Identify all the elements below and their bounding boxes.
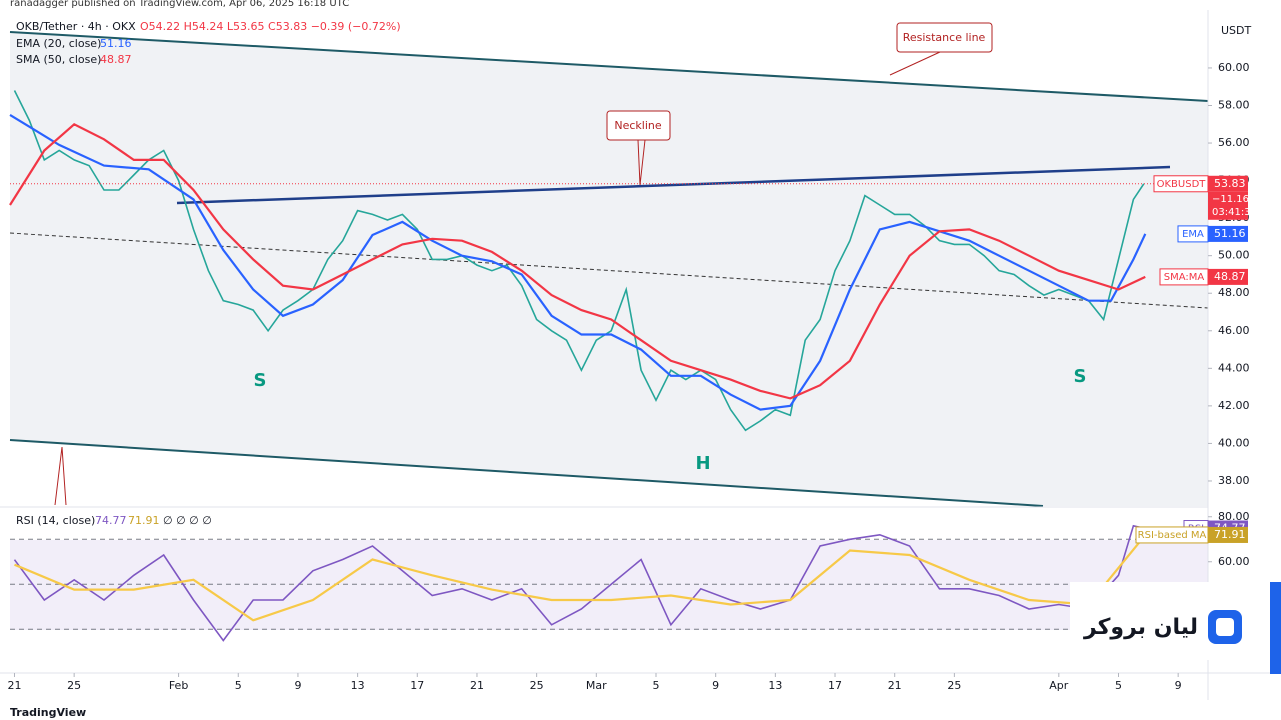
x-tick-label: 17 (828, 679, 842, 692)
countdown: 03:41:37 (1212, 207, 1257, 218)
y-tick-label: 60.00 (1218, 61, 1250, 74)
support-line (9, 439, 1044, 507)
x-tick-label: 5 (1115, 679, 1122, 692)
x-tick-label: 13 (768, 679, 782, 692)
x-tick-label: 21 (7, 679, 21, 692)
price-tag-text: 48.87 (1214, 270, 1246, 283)
x-tick-label: Feb (169, 679, 188, 692)
x-tick-label: 21 (470, 679, 484, 692)
x-tick-label: Mar (586, 679, 607, 692)
price-tag-text: 71.91 (1214, 528, 1246, 541)
x-tick-label: 9 (294, 679, 301, 692)
x-tick-label: 13 (351, 679, 365, 692)
watermark-icon-inner (1216, 618, 1234, 636)
x-tick-label: 25 (530, 679, 544, 692)
callout-pointer (889, 51, 941, 76)
neckline (176, 165, 1171, 205)
callout-box (606, 110, 671, 141)
price-tag-name-text: SMA:MA (1164, 272, 1205, 283)
legend-sma-value: 48.87 (100, 53, 132, 66)
series-line (9, 113, 1147, 411)
price-tag-extra (1208, 191, 1248, 220)
series-line (14, 534, 1147, 622)
series-line (13, 90, 1145, 432)
x-tick-label: 9 (712, 679, 719, 692)
watermark: لیان بروکر (1083, 615, 1198, 640)
y-tick-label: 38.00 (1218, 474, 1250, 487)
y-tick-label: 40.00 (1218, 436, 1250, 449)
callout-box (896, 22, 993, 53)
legend-sma: SMA (50, close) (16, 53, 101, 66)
ohlc: O54.22 H54.24 L53.65 C53.83 −0.39 (−0.72… (140, 20, 401, 33)
x-tick-label: 25 (67, 679, 81, 692)
legend-ema-value: 51.16 (100, 37, 132, 50)
y-tick-label: 60.00 (1218, 555, 1250, 568)
price-tag-name-text: RSI-based MA (1138, 530, 1207, 541)
marks: 38.0040.0042.0044.0046.0048.0050.0052.00… (7, 61, 1258, 692)
arrow (54, 446, 67, 506)
watermark-bar (1270, 582, 1281, 674)
y-tick-label: 58.00 (1218, 98, 1250, 111)
pattern-label: S (254, 370, 267, 391)
price-tag-text: 51.16 (1214, 227, 1246, 240)
pattern-label: H (695, 453, 710, 474)
price-tag (1208, 268, 1248, 285)
price-tag (1208, 175, 1248, 192)
y-tick-label: 56.00 (1218, 136, 1250, 149)
resistance-line (9, 31, 1209, 102)
price-tag-name-text: EMA (1182, 229, 1204, 240)
y-tick-label: 50.00 (1218, 249, 1250, 262)
rsi-band-fill (10, 540, 1208, 630)
channel (10, 32, 1208, 506)
published: ranadagger published on TradingView.com,… (10, 0, 349, 9)
y-tick-label: 48.00 (1218, 286, 1250, 299)
x-tick-label: 5 (652, 679, 659, 692)
annotation: Neckline (614, 119, 661, 132)
y-tick-label: 80.00 (1218, 510, 1250, 523)
annotation: Resistance line (903, 31, 986, 44)
legend-rsi-value: 74.77 (95, 514, 127, 527)
x-tick-label: 21 (888, 679, 902, 692)
x-tick-label: 9 (1175, 679, 1182, 692)
legend-rsi-ma-value: 71.91 (128, 514, 160, 527)
price-tag (1208, 225, 1248, 242)
legend-rsi: RSI (14, close) (16, 514, 95, 527)
price-tag (1208, 526, 1248, 543)
pattern-label: S (1074, 366, 1087, 387)
x-tick-label: 25 (947, 679, 961, 692)
series-line (9, 122, 1146, 400)
price-tag-text: 53.83 (1214, 177, 1246, 190)
price-change: −11.16% (1212, 194, 1259, 205)
series-line (13, 524, 1146, 642)
footer: TradingView (10, 706, 86, 719)
price-tag-name-text: OKBUSDT (1157, 179, 1207, 190)
x-tick-label: 17 (410, 679, 424, 692)
callout-pointer (637, 139, 646, 186)
x-tick-label: 5 (235, 679, 242, 692)
legend-extra: ∅ ∅ ∅ ∅ (163, 514, 212, 527)
x-tick-label: Apr (1049, 679, 1069, 692)
y-tick-label: 42.00 (1218, 399, 1250, 412)
symbol: OKB/Tether · 4h · OKX (16, 20, 136, 33)
overlay: لیان بروکر (1070, 582, 1281, 674)
y-tick-label: 44.00 (1218, 361, 1250, 374)
y-tick-label: 46.00 (1218, 324, 1250, 337)
legend-ema: EMA (20, close) (16, 37, 101, 50)
currency: USDT (1221, 24, 1252, 37)
